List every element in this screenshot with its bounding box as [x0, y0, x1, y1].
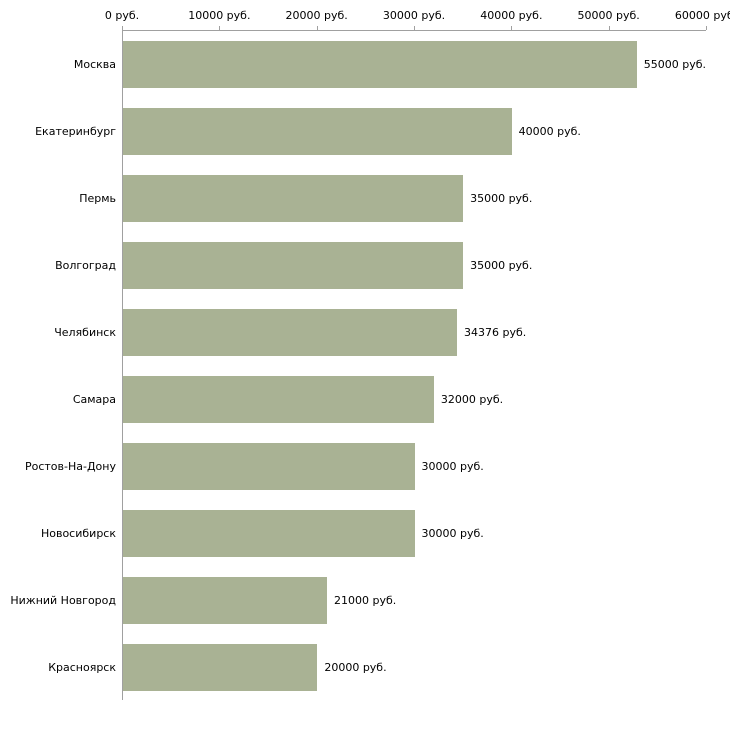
bar	[123, 175, 464, 222]
x-tick-mark	[122, 26, 123, 30]
bar	[123, 510, 415, 557]
x-axis: 0 руб. 10000 руб. 20000 руб. 30000 руб. 4000…	[105, 0, 730, 30]
bar-row: Ростов-На-Дону 30000 руб.	[25, 433, 706, 500]
bar	[123, 376, 434, 423]
bar	[123, 644, 318, 691]
x-tick-mark	[511, 26, 513, 30]
x-tick-mark	[316, 26, 318, 30]
plot-area: Москва 55000 руб. Екатеринбург 40000 руб. Пе…	[10, 30, 706, 701]
x-tick-mark	[414, 26, 415, 30]
bar	[123, 443, 415, 490]
bar-row: Самара 32000 руб.	[73, 366, 706, 433]
x-tick-mark	[706, 26, 707, 30]
value-label: 34376 руб.	[464, 326, 527, 339]
x-tick-label: 50000 руб.	[577, 9, 640, 22]
category-label: Пермь	[79, 192, 116, 205]
value-label: 40000 руб.	[518, 125, 581, 138]
value-label: 30000 руб.	[421, 527, 484, 540]
category-label: Красноярск	[48, 661, 116, 674]
bar-row: Москва 55000 руб.	[74, 31, 706, 98]
x-tick-label: 30000 руб.	[382, 9, 446, 22]
bar-row: Екатеринбург 40000 руб.	[35, 98, 706, 165]
category-label: Ростов-На-Дону	[24, 460, 116, 473]
value-label: 35000 руб.	[470, 192, 533, 205]
bar	[123, 242, 464, 289]
bar-row: Пермь 35000 руб.	[79, 165, 706, 232]
value-label: 21000 руб.	[334, 594, 397, 607]
bar-row: Новосибирск 30000 руб.	[41, 500, 706, 567]
category-label: Екатеринбург	[35, 125, 116, 138]
category-label: Челябинск	[54, 326, 116, 339]
value-label: 35000 руб.	[470, 259, 533, 272]
bar	[123, 309, 458, 356]
x-tick-label: 60000 руб.	[674, 9, 730, 22]
bar-row: Волгоград 35000 руб.	[55, 232, 706, 299]
x-tick-mark	[608, 26, 610, 30]
bar-row: Челябинск 34376 руб.	[54, 299, 706, 366]
value-label: 30000 руб.	[421, 460, 484, 473]
x-tick-label: 0 руб.	[104, 9, 140, 22]
bar	[123, 108, 512, 155]
category-label: Москва	[73, 58, 116, 71]
value-label: 20000 руб.	[324, 661, 387, 674]
x-tick-label: 40000 руб.	[480, 9, 543, 22]
x-tick-label: 20000 руб.	[285, 9, 348, 22]
bar-row: Красноярск 20000 руб.	[48, 634, 706, 701]
category-label: Самара	[72, 393, 116, 406]
value-label: 55000 руб.	[643, 58, 706, 71]
value-label: 32000 руб.	[440, 393, 504, 406]
x-tick-mark	[219, 26, 221, 30]
bar-row: Нижний Новгород 21000 руб.	[10, 567, 706, 634]
bar	[123, 577, 328, 624]
category-label: Волгоград	[55, 259, 116, 272]
bar	[123, 41, 637, 88]
x-tick-label: 10000 руб.	[188, 9, 251, 22]
category-label: Новосибирск	[40, 527, 116, 540]
category-label: Нижний Новгород	[10, 594, 116, 607]
